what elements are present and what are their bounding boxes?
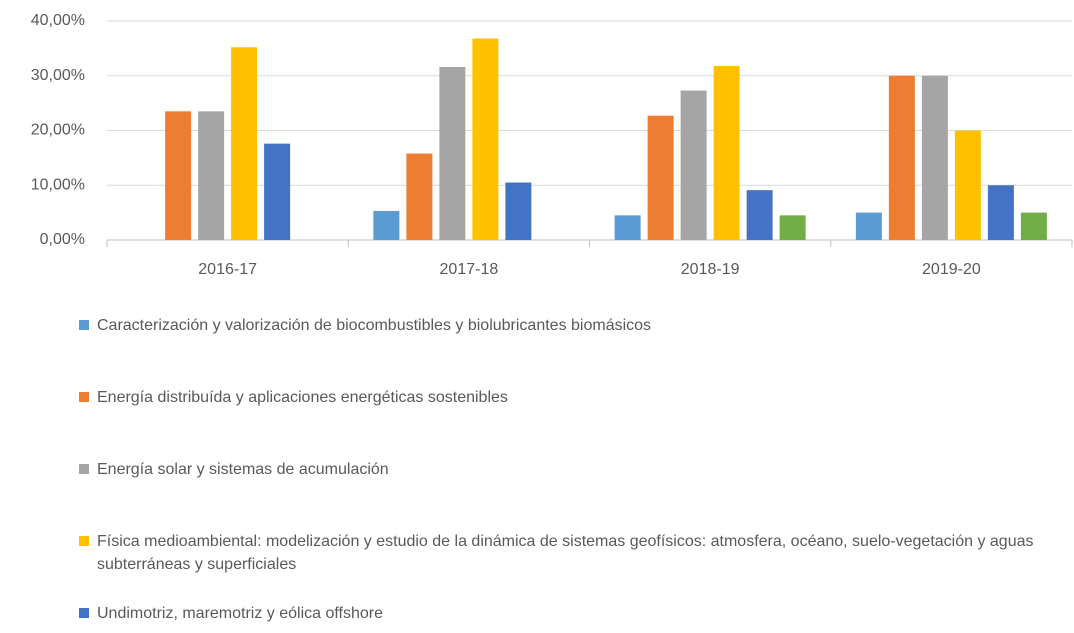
bar <box>406 153 433 240</box>
bar <box>472 38 499 240</box>
y-tick-label: 0,00% <box>40 231 85 248</box>
x-tick-label: 2019-20 <box>922 261 981 278</box>
y-tick-label: 30,00% <box>31 67 85 84</box>
legend-item: Undimotriz, maremotriz y eólica offshore <box>79 602 1054 625</box>
bar <box>505 182 532 240</box>
legend-label: Undimotriz, maremotriz y eólica offshore <box>97 605 384 622</box>
x-tick-label: 2018-19 <box>681 261 740 278</box>
legend-swatch <box>79 536 89 546</box>
legend-swatch <box>79 464 89 474</box>
y-tick-label: 40,00% <box>31 12 85 29</box>
bar <box>264 143 291 240</box>
bar <box>373 210 400 240</box>
legend-item: Energía distribuída y aplicaciones energ… <box>79 386 1054 409</box>
legend-swatch <box>79 392 89 402</box>
legend-item: Física medioambiental: modelización y es… <box>79 530 1054 576</box>
bar <box>680 90 707 240</box>
legend-label: Energía distribuída y aplicaciones energ… <box>97 389 508 406</box>
bar <box>647 115 674 240</box>
legend-swatch <box>79 320 89 330</box>
legend-item: Energía solar y sistemas de acumulación <box>79 458 1054 481</box>
chart: 0,00% 10,00% 20,00% 30,00% 40,00% 2016-17 2017… <box>31 12 1073 278</box>
legend-item: Caracterización y valorización de biocom… <box>79 314 1054 337</box>
bar <box>987 185 1014 240</box>
legend-label: Caracterización y valorización de biocom… <box>97 317 652 334</box>
bar <box>746 190 773 240</box>
bar <box>231 47 258 240</box>
bar <box>198 111 225 241</box>
bar <box>165 111 192 241</box>
legend-label: Energía solar y sistemas de acumulación <box>97 461 389 478</box>
bar <box>614 215 641 240</box>
x-tick-label: 2017-18 <box>440 261 499 278</box>
x-tick-label: 2016-17 <box>198 261 257 278</box>
bar <box>921 75 948 240</box>
legend-label: Física medioambiental: modelización y es… <box>97 533 1034 573</box>
bar <box>888 75 915 240</box>
bar <box>954 130 981 240</box>
y-tick-label: 10,00% <box>31 176 85 193</box>
bar <box>713 65 740 241</box>
y-tick-label: 20,00% <box>31 122 85 139</box>
bar <box>855 212 882 240</box>
bar <box>439 66 466 241</box>
bar <box>779 215 806 240</box>
legend-swatch <box>79 608 89 618</box>
bar <box>1020 212 1047 240</box>
